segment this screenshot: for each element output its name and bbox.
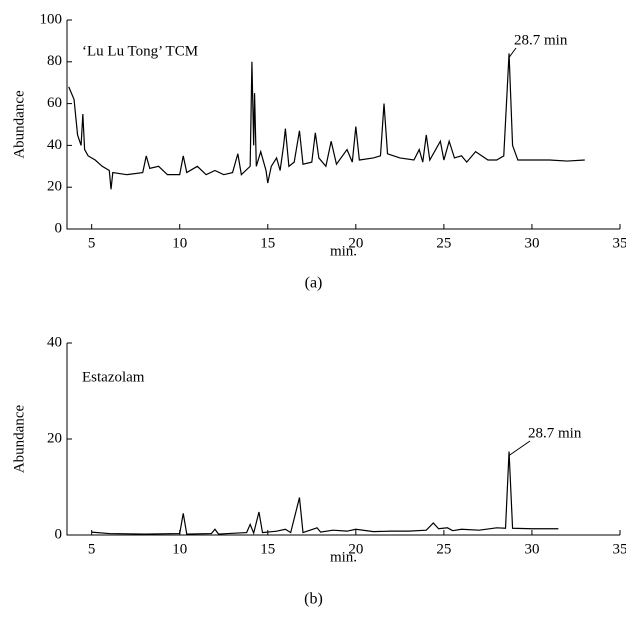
x-tick-label: 20	[348, 235, 363, 251]
x-tick-label: 10	[172, 541, 187, 557]
x-tick-label: 15	[260, 541, 275, 557]
x-tick-label: 30	[524, 541, 539, 557]
y-tick-label: 0	[55, 526, 63, 542]
x-tick-label: 25	[436, 235, 451, 251]
annotation-leader	[508, 440, 531, 456]
y-tick-label: 40	[47, 334, 62, 350]
y-tick-label: 20	[47, 430, 62, 446]
x-tick-label: 15	[260, 235, 275, 251]
x-tick-label: 30	[524, 235, 539, 251]
x-tick-label: 5	[88, 235, 96, 251]
y-tick-label: 100	[40, 11, 63, 27]
y-tick-label: 0	[55, 220, 63, 236]
annotation: 28.7 min	[514, 32, 568, 48]
caption: (a)	[305, 275, 323, 292]
caption: (b)	[304, 591, 323, 608]
x-tick-label: 35	[613, 235, 626, 251]
chart-title: ‘Lu Lu Tong’ TCM	[82, 43, 198, 59]
annotation: 28.7 min	[528, 425, 582, 441]
x-axis-label: min.	[330, 243, 357, 259]
x-tick-label: 20	[348, 541, 363, 557]
y-tick-label: 40	[47, 137, 62, 153]
y-tick-label: 60	[47, 95, 62, 111]
y-tick-label: 80	[47, 53, 62, 69]
x-tick-label: 5	[88, 541, 96, 557]
annotation-leader	[508, 47, 517, 58]
data-line	[68, 53, 585, 190]
x-tick-label: 10	[172, 235, 187, 251]
y-axis-label: Abundance	[11, 405, 27, 474]
y-axis-label: Abundance	[11, 90, 27, 159]
data-line	[91, 451, 559, 536]
chart-title: Estazolam	[82, 369, 145, 385]
x-tick-label: 35	[613, 541, 626, 557]
x-axis-label: min.	[330, 549, 357, 565]
y-tick-label: 20	[47, 179, 62, 195]
x-tick-label: 25	[436, 541, 451, 557]
